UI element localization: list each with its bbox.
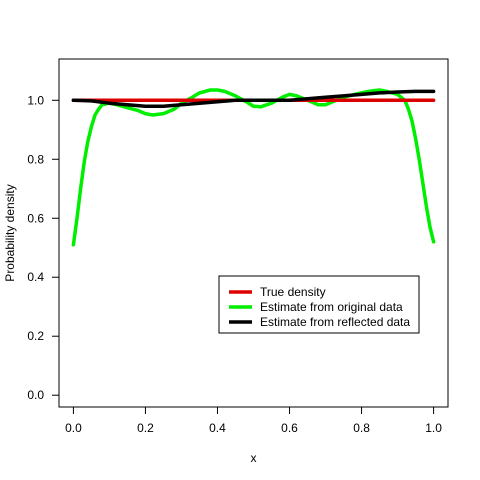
reflected-data-estimate-line <box>71 89 436 108</box>
x-axis: 0.0 0.2 0.4 0.6 0.8 1.0 <box>65 407 442 435</box>
y-tick-label: 0.6 <box>27 211 44 225</box>
y-tick-label: 0.0 <box>27 388 44 402</box>
y-tick-label: 1.0 <box>27 93 44 107</box>
series-layer <box>71 88 436 247</box>
legend-reflected-estimate-label: Estimate from reflected data <box>260 315 410 329</box>
x-tick-label: 0.2 <box>137 421 154 435</box>
legend-box <box>218 275 420 334</box>
y-tick-label: 0.2 <box>27 329 44 343</box>
x-axis-title: x <box>251 451 257 465</box>
original-data-estimate-line <box>71 88 436 247</box>
x-tick-label: 0.6 <box>281 421 298 435</box>
x-tick-label: 1.0 <box>425 421 442 435</box>
x-tick-label: 0.0 <box>65 421 82 435</box>
y-tick-label: 0.4 <box>27 270 44 284</box>
y-axis: 0.0 0.2 0.4 0.6 0.8 1.0 <box>27 93 59 402</box>
legend-true-density-label: True density <box>260 285 326 299</box>
x-tick-label: 0.4 <box>209 421 226 435</box>
legend-original-estimate-label: Estimate from original data <box>260 300 403 314</box>
y-tick-label: 0.8 <box>27 152 44 166</box>
plot-frame <box>58 58 449 408</box>
x-tick-label: 0.8 <box>353 421 370 435</box>
y-axis-title: Probability density <box>3 184 17 281</box>
